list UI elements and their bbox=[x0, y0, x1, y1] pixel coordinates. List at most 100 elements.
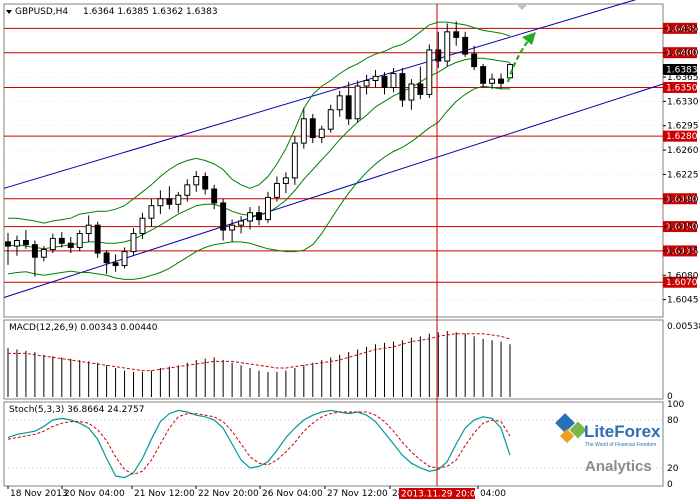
level-label: 1.6435 bbox=[666, 24, 698, 34]
support-resistance-levels: 1.6435 1.6400 1.6350 1.6280 1.6190 1.6150 1.61… bbox=[4, 22, 698, 288]
candle-body bbox=[399, 73, 406, 101]
candle-body bbox=[291, 142, 298, 179]
candle-body bbox=[211, 188, 218, 204]
level-tag bbox=[663, 193, 697, 205]
level-label: 1.6115 bbox=[666, 247, 698, 257]
y-tick-label: 1.6295 bbox=[667, 122, 699, 132]
candle-body bbox=[363, 80, 370, 87]
candle-body bbox=[139, 217, 146, 235]
x-tick-label: 04:00 bbox=[480, 489, 506, 499]
candle-body bbox=[417, 83, 424, 95]
candle-body bbox=[453, 31, 460, 38]
logo-sub: Analytics bbox=[585, 458, 652, 475]
level-tag bbox=[663, 276, 697, 288]
level-label: 1.6280 bbox=[666, 132, 698, 142]
candle-body bbox=[157, 198, 164, 207]
level-tag bbox=[663, 22, 697, 34]
dropdown-triangle-icon[interactable] bbox=[6, 10, 12, 14]
macd-panel-frame bbox=[3, 319, 664, 400]
candlestick-series bbox=[5, 21, 513, 277]
macd-tick-label: 0 bbox=[667, 392, 673, 402]
x-tick-label: 22 Nov 20:00 bbox=[198, 489, 259, 499]
candle-body bbox=[5, 241, 11, 247]
candle-body bbox=[381, 75, 388, 88]
level-label: 1.6400 bbox=[666, 49, 698, 59]
candle-body bbox=[327, 109, 334, 130]
candle-body bbox=[238, 220, 245, 226]
y-tick-label: 1.6115 bbox=[667, 247, 699, 257]
candle-body bbox=[202, 175, 209, 190]
candle-body bbox=[282, 177, 289, 184]
candle-body bbox=[13, 239, 20, 247]
candle-body bbox=[390, 73, 397, 88]
candle-body bbox=[49, 237, 56, 251]
candle-body bbox=[426, 49, 433, 95]
stoch-signal-line bbox=[7, 411, 511, 475]
level-tag bbox=[663, 47, 697, 59]
stoch-tick-label: 80 bbox=[667, 416, 679, 426]
y-tick-label: 1.6435 bbox=[667, 24, 699, 34]
candle-body bbox=[184, 184, 191, 196]
candle-body bbox=[444, 31, 451, 62]
candle-body bbox=[94, 224, 101, 254]
macd-tick-label: 0.00538 bbox=[667, 322, 700, 332]
candle-body bbox=[408, 83, 415, 101]
stoch-panel-frame bbox=[3, 401, 664, 487]
candle-body bbox=[372, 75, 379, 82]
ohlc-label: 1.6364 1.6385 1.6362 1.6383 bbox=[83, 7, 218, 17]
x-tick-label: 21 Nov 12:00 bbox=[134, 489, 195, 499]
candle-body bbox=[498, 78, 505, 84]
stoch-tick-label: 20 bbox=[667, 464, 679, 474]
candle-body bbox=[31, 244, 38, 258]
candle-body bbox=[480, 66, 487, 84]
level-label: 1.6070 bbox=[666, 278, 698, 288]
level-label: 1.6350 bbox=[666, 83, 698, 93]
x-tick-label: 18 Nov 2013 bbox=[10, 489, 68, 499]
bollinger-upper-line bbox=[8, 21, 511, 224]
candle-body bbox=[40, 249, 47, 258]
candle-body bbox=[220, 202, 227, 231]
symbol-label: GBPUSD,H4 bbox=[15, 7, 68, 17]
candle-body bbox=[345, 95, 352, 120]
candle-body bbox=[354, 85, 361, 120]
bollinger-lower-line bbox=[7, 85, 510, 280]
candle-body bbox=[300, 118, 307, 144]
x-tick-label: 20 Nov 04:00 bbox=[64, 489, 125, 499]
level-tag bbox=[663, 81, 697, 93]
candle-body bbox=[193, 175, 200, 186]
candle-body bbox=[471, 53, 478, 68]
y-tick-label: 1.6190 bbox=[667, 195, 699, 205]
macd-label: MACD(12,26,9) 0.00343 0.00440 bbox=[9, 323, 158, 333]
candle-body bbox=[22, 239, 29, 246]
y-tick-label: 1.6330 bbox=[667, 97, 699, 107]
stoch-tick-label: 0 bbox=[667, 480, 673, 490]
channel-upper-line bbox=[3, 0, 637, 189]
y-tick-label: 1.6260 bbox=[667, 146, 699, 156]
candle-body bbox=[462, 36, 469, 55]
y-tick-label: 1.6080 bbox=[667, 271, 699, 281]
candle-body bbox=[256, 212, 262, 221]
logo-tagline: The World of Financial Freedom bbox=[585, 442, 656, 448]
candle-body bbox=[103, 252, 110, 264]
y-tick-label: 1.6225 bbox=[667, 170, 699, 180]
candle-body bbox=[175, 194, 182, 205]
candle-body bbox=[112, 262, 119, 267]
candle-body bbox=[247, 212, 254, 222]
level-tag bbox=[663, 245, 697, 257]
candle-body bbox=[489, 78, 496, 84]
level-tag bbox=[663, 221, 697, 233]
level-label: 1.6190 bbox=[666, 195, 698, 205]
candle-body bbox=[229, 224, 236, 231]
candle-body bbox=[166, 198, 173, 205]
price-panel-frame bbox=[3, 3, 664, 318]
price-axis: 1.6045 1.6080 1.6115 1.6150 1.6190 1.6225 1.62… bbox=[663, 24, 699, 306]
stoch-tick-label: 100 bbox=[667, 400, 684, 410]
time-highlight-label: 2013.11.29 20:00 bbox=[401, 490, 482, 500]
liteforex-logo: LiteForex The World of Financial Freedom… bbox=[555, 413, 661, 475]
candle-body bbox=[318, 128, 325, 139]
candle-body bbox=[264, 196, 271, 221]
y-tick-label: 1.6365 bbox=[667, 73, 699, 83]
